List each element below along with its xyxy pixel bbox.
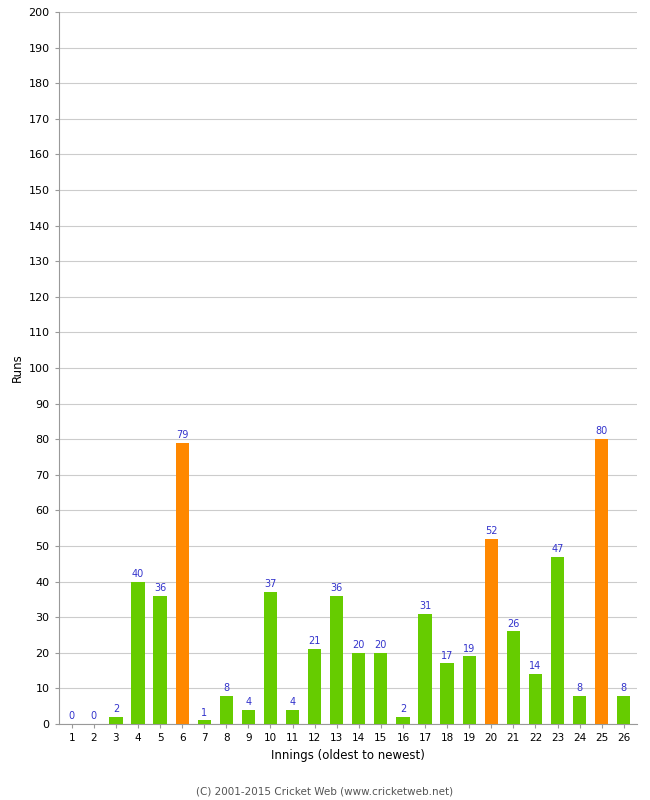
Bar [330, 596, 343, 724]
Text: 31: 31 [419, 601, 431, 610]
Text: 52: 52 [485, 526, 497, 536]
Text: 1: 1 [201, 707, 207, 718]
Bar [485, 539, 498, 724]
X-axis label: Innings (oldest to newest): Innings (oldest to newest) [271, 749, 424, 762]
Bar [308, 650, 321, 724]
Text: 2: 2 [113, 704, 119, 714]
Text: 14: 14 [529, 662, 541, 671]
Text: 8: 8 [621, 682, 627, 693]
Text: 26: 26 [507, 618, 519, 629]
Bar [507, 631, 520, 724]
Text: 79: 79 [176, 430, 188, 440]
Y-axis label: Runs: Runs [11, 354, 24, 382]
Bar [176, 442, 188, 724]
Text: 8: 8 [223, 682, 229, 693]
Bar [595, 439, 608, 724]
Bar [573, 695, 586, 724]
Text: 80: 80 [595, 426, 608, 436]
Bar [551, 557, 564, 724]
Text: 20: 20 [374, 640, 387, 650]
Text: 47: 47 [551, 544, 564, 554]
Bar [109, 717, 123, 724]
Bar [396, 717, 410, 724]
Bar [617, 695, 630, 724]
Bar [220, 695, 233, 724]
Bar [242, 710, 255, 724]
Text: 21: 21 [309, 636, 321, 646]
Text: 8: 8 [577, 682, 582, 693]
Bar [374, 653, 387, 724]
Text: 40: 40 [132, 569, 144, 578]
Bar [441, 663, 454, 724]
Text: 4: 4 [245, 697, 252, 707]
Text: 36: 36 [331, 583, 343, 593]
Bar [463, 656, 476, 724]
Bar [153, 596, 166, 724]
Bar [419, 614, 432, 724]
Text: 19: 19 [463, 643, 475, 654]
Text: 2: 2 [400, 704, 406, 714]
Text: 0: 0 [69, 711, 75, 721]
Text: (C) 2001-2015 Cricket Web (www.cricketweb.net): (C) 2001-2015 Cricket Web (www.cricketwe… [196, 786, 454, 796]
Text: 0: 0 [91, 711, 97, 721]
Text: 36: 36 [154, 583, 166, 593]
Bar [198, 721, 211, 724]
Text: 4: 4 [289, 697, 296, 707]
Bar [131, 582, 144, 724]
Text: 37: 37 [265, 579, 277, 590]
Bar [352, 653, 365, 724]
Bar [264, 592, 277, 724]
Text: 17: 17 [441, 650, 453, 661]
Text: 20: 20 [352, 640, 365, 650]
Bar [286, 710, 299, 724]
Bar [529, 674, 542, 724]
